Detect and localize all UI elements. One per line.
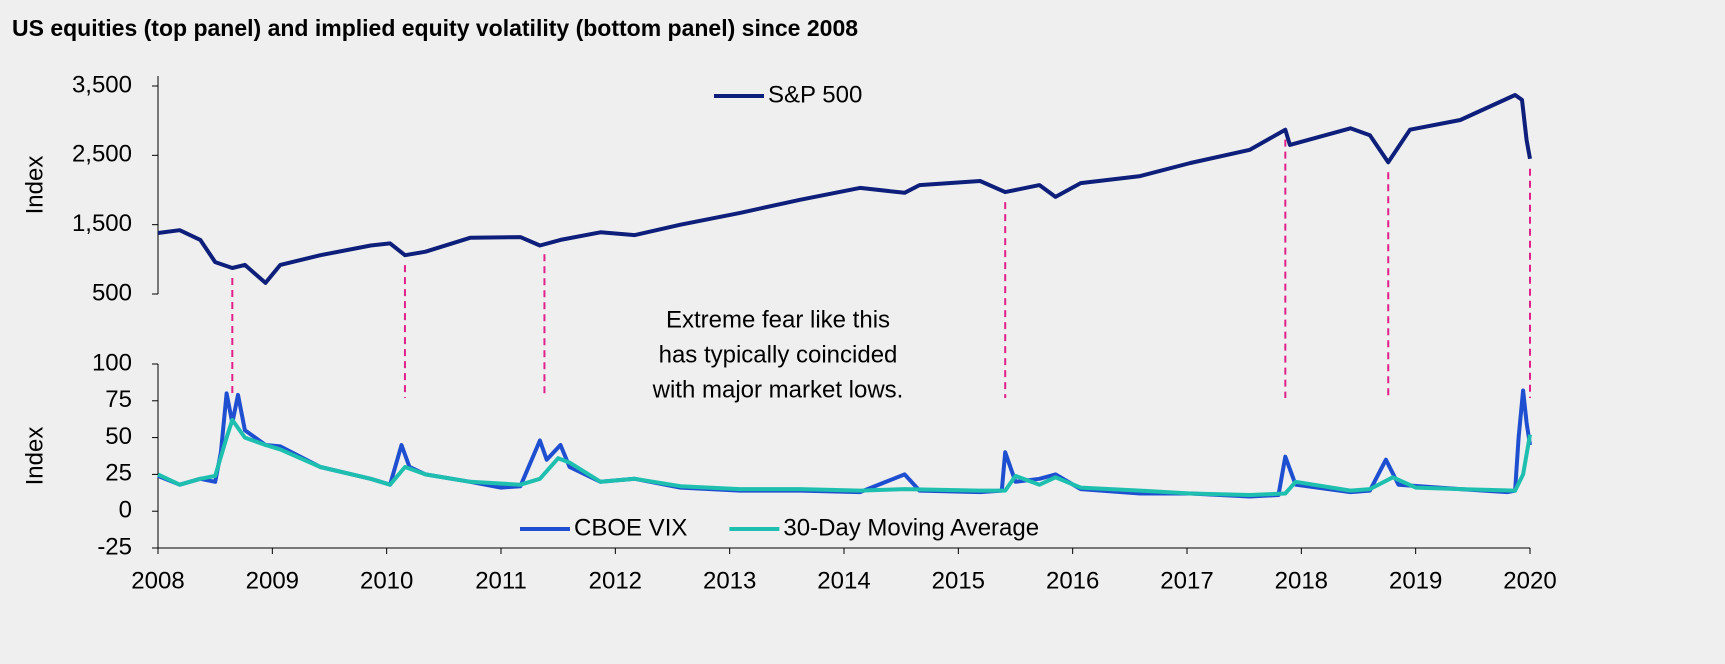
x-tick-label: 2013 — [703, 567, 756, 594]
x-tick-label: 2018 — [1275, 567, 1328, 594]
x-tick-label: 2009 — [246, 567, 299, 594]
series-line — [157, 93, 1532, 285]
x-tick-label: 2016 — [1046, 567, 1099, 594]
y-tick-label: 100 — [92, 349, 132, 376]
x-tick-label: 2019 — [1389, 567, 1442, 594]
x-tick-label: 2011 — [475, 567, 527, 594]
y-tick-label: 1,500 — [72, 210, 132, 237]
y-tick-label: 3,500 — [72, 71, 132, 98]
x-tick-label: 2020 — [1503, 567, 1556, 594]
y-tick-label: 75 — [105, 386, 132, 413]
legend-label: CBOE VIX — [574, 514, 687, 541]
x-tick-label: 2015 — [932, 567, 985, 594]
x-tick-label: 2017 — [1160, 567, 1213, 594]
y-tick-label: 25 — [105, 460, 132, 487]
y-tick-label: 0 — [119, 497, 132, 524]
annotation: with major market lows. — [652, 376, 904, 403]
y-axis-label: Index — [21, 156, 48, 215]
legend-label: S&P 500 — [768, 81, 862, 108]
y-tick-label: 2,500 — [72, 141, 132, 168]
y-tick-label: -25 — [97, 533, 132, 560]
annotation: Extreme fear like this — [666, 306, 890, 333]
x-tick-label: 2014 — [817, 567, 870, 594]
chart-title: US equities (top panel) and implied equi… — [12, 15, 858, 41]
x-tick-label: 2010 — [360, 567, 413, 594]
series-line — [157, 417, 1532, 497]
x-tick-label: 2012 — [589, 567, 642, 594]
legend-label: 30-Day Moving Average — [783, 514, 1039, 541]
y-tick-label: 50 — [105, 423, 132, 450]
x-tick-label: 2008 — [131, 567, 184, 594]
y-axis-label: Index — [21, 427, 48, 486]
y-tick-label: 500 — [92, 279, 132, 306]
annotation: has typically coincided — [659, 341, 898, 368]
